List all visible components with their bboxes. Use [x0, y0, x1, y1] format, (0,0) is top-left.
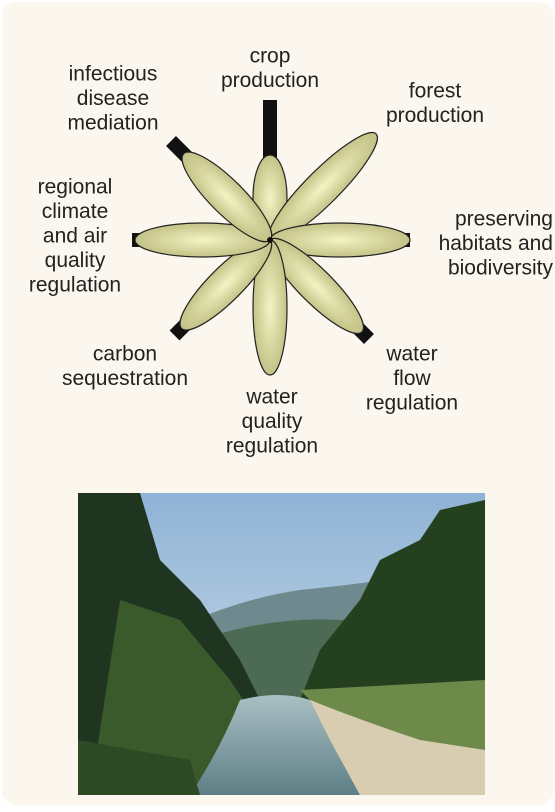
node-label: crop [250, 45, 291, 68]
node-label: forest [409, 80, 462, 103]
node-label: flow [393, 367, 431, 390]
node-label: habitats and [439, 232, 553, 255]
node-label: biodiversity [448, 257, 554, 280]
node-label: preserving [455, 208, 553, 231]
node-label: climate [42, 200, 109, 223]
node-label: production [221, 69, 319, 92]
node-label: and air [43, 225, 107, 248]
node-label: regional [38, 176, 113, 199]
node-label: regulation [366, 392, 458, 415]
node-label: regulation [226, 435, 318, 458]
node-label: sequestration [62, 367, 188, 390]
node-label: quality [242, 410, 303, 433]
node-label: regulation [29, 274, 121, 297]
node-label: carbon [93, 343, 157, 366]
flower [132, 100, 411, 376]
node-label: infectious [69, 63, 158, 86]
photo [78, 493, 485, 795]
node-label: disease [77, 87, 149, 110]
node-label: quality [45, 249, 106, 272]
node-label: mediation [67, 112, 158, 135]
node-label: production [386, 104, 484, 127]
node-label: water [245, 386, 297, 409]
center [267, 237, 273, 243]
node-label: water [385, 343, 437, 366]
